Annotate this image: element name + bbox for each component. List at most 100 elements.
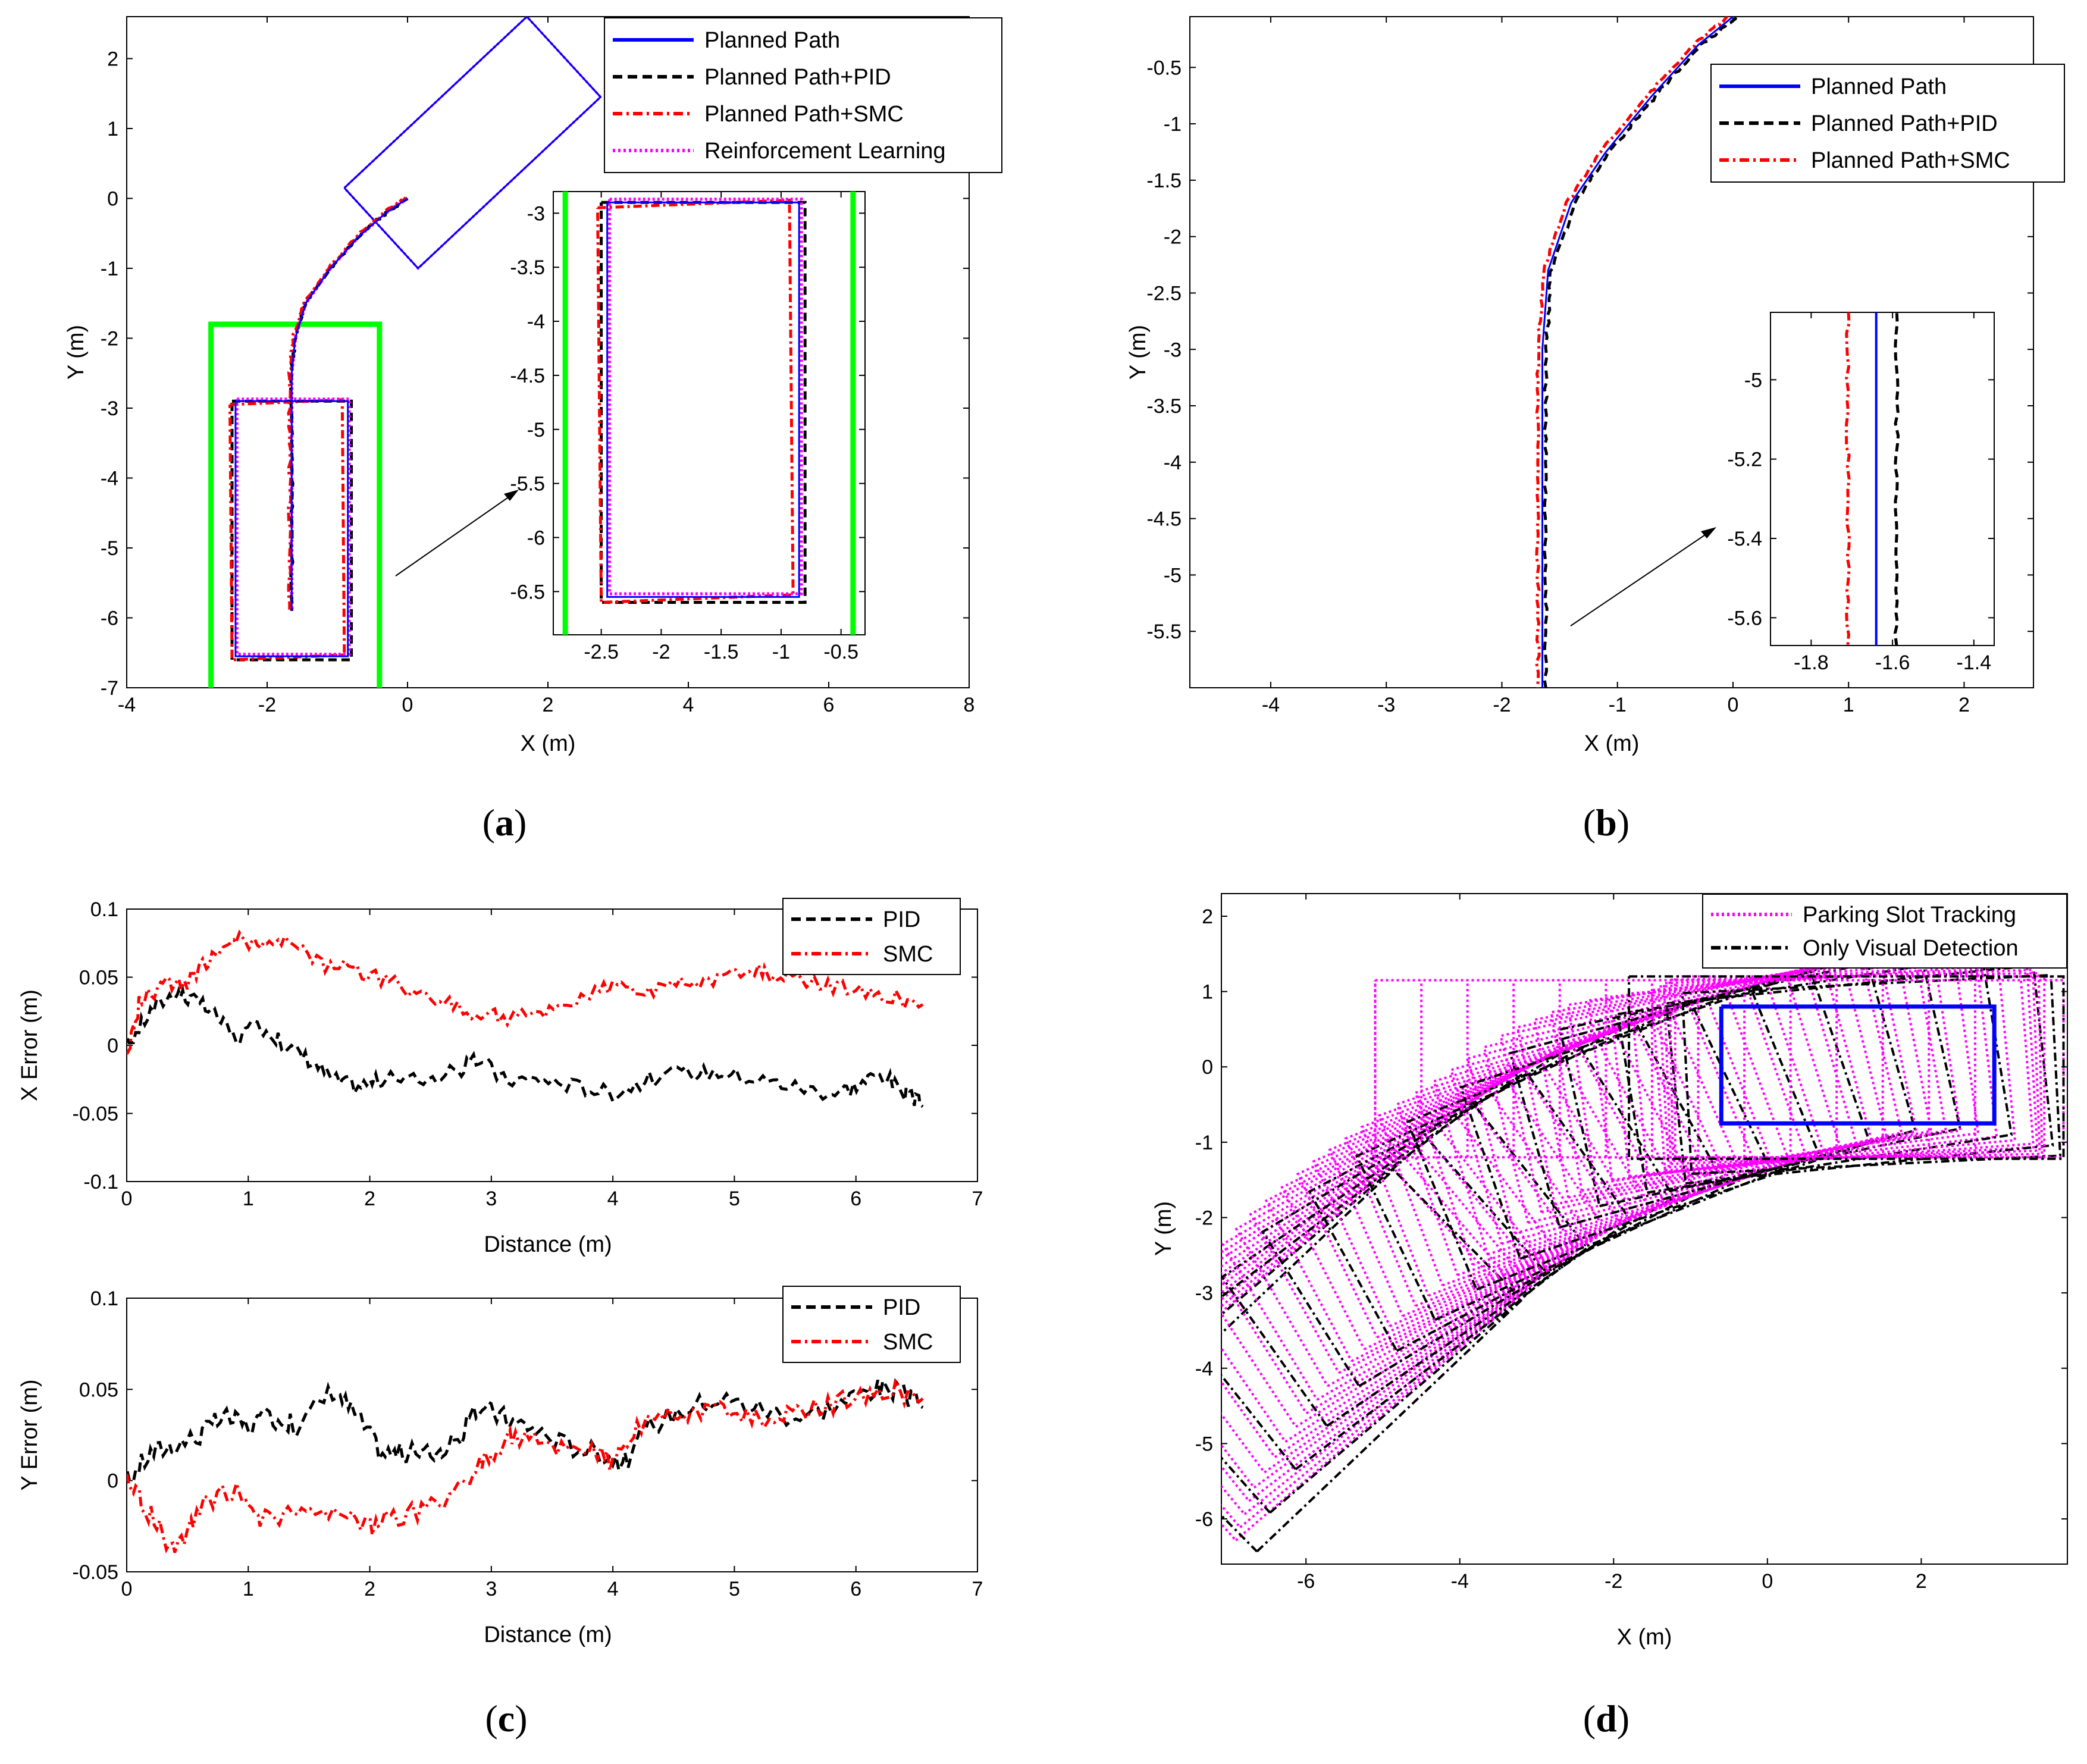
inset-a-ytick-label: -3: [527, 202, 545, 225]
inset-b-ytick-label: -5.6: [1727, 607, 1762, 629]
c1-ticks-xtick-label: 4: [607, 1188, 619, 1210]
series-pid: [127, 984, 924, 1108]
parking-slot-lines: [208, 321, 383, 688]
plot-b-ytick-label: -2.5: [1146, 282, 1182, 305]
plot-d-xtick-label: -2: [1605, 1570, 1622, 1593]
c2-ticks-xtick-label: 3: [485, 1578, 497, 1600]
visual-detection-rect: [1558, 950, 1962, 1208]
c2-ticks-xtick-label: 7: [972, 1578, 983, 1600]
c2-legend-legend-box: [782, 1286, 961, 1363]
plot-b-ticks: -4 -3 -2 -1 0 1 2 -0.5 -1 -1.5 -2 -2.5 -3 -3.5 -4 -4.5 -…: [1146, 17, 2033, 716]
plot-a-ytick-label: 0: [107, 188, 118, 211]
inset-a-ytick-label: -4.5: [510, 365, 545, 387]
inset-b-xtick-label: -1.8: [1794, 651, 1829, 674]
plot-a-ytick-label: -4: [101, 468, 118, 490]
panel-a: -4 -2 0 2 4 6 8 -7 -6 -5 -4 -3 -2 -1 0 1 2 -2.5 -2 -1.5 -1 -…: [64, 16, 1002, 756]
plot-d-ytick-label: -5: [1195, 1433, 1213, 1455]
visual-detection-rect: [1406, 985, 1821, 1291]
c1-ticks-xtick-label: 2: [364, 1188, 375, 1210]
plot-c2-legend: PID SMC: [782, 1286, 961, 1363]
c1-legend-legend-box: [782, 898, 961, 975]
inset-a-xtick-label: -0.5: [823, 641, 858, 663]
visual-detection-rect: [1221, 1103, 1590, 1471]
plot-b-ytick-label: -2: [1164, 226, 1182, 249]
inset-a-ytick-label: -6.5: [510, 581, 545, 603]
plot-a-ytick-label: -2: [101, 328, 118, 350]
plot-b-ytick-label: -1: [1164, 113, 1182, 136]
plot-a-legend: Planned Path Planned Path+PID Planned Path…: [604, 17, 1002, 173]
plot-d-ytick-label: -1: [1195, 1132, 1213, 1154]
plot-c2-xlabel: Distance (m): [484, 1622, 612, 1647]
plot-d-ytick-label: 1: [1202, 981, 1213, 1004]
inset-b-frame: [1770, 312, 1995, 646]
plot-c1-ylabel: X Error (m): [17, 989, 42, 1101]
plot-b-ytick-label: -0.5: [1146, 57, 1182, 79]
inset-b-data: [1845, 312, 1900, 646]
inset-b-ticks: -1.8 -1.6 -1.4 -5 -5.2 -5.4 -5.6: [1727, 312, 1994, 674]
plot-a-xtick-label: 8: [964, 694, 975, 716]
inset-path-smc: [1845, 312, 1851, 646]
c1-ticks-xtick-label: 7: [972, 1188, 983, 1210]
c2-legend-legend-label: PID: [883, 1295, 920, 1320]
inset-a-ytick-label: -4: [527, 311, 545, 333]
plot-b-xtick-label: -2: [1493, 694, 1511, 716]
series-pid: [127, 1376, 924, 1484]
series-smc: [127, 929, 924, 1055]
c1-ticks-xtick-label: 1: [243, 1188, 254, 1210]
plot-a-legend-label: Reinforcement Learning: [704, 139, 946, 164]
c1-ticks-xtick-label: 3: [485, 1188, 497, 1210]
plot-d-xlabel: X (m): [1617, 1625, 1672, 1650]
c1-legend-legend-label: SMC: [883, 942, 933, 967]
plot-a-xtick-label: 6: [823, 694, 835, 716]
c2-ticks-xtick-label: 2: [364, 1578, 375, 1600]
slot-tracking-rect: [1221, 1067, 1622, 1415]
plot-d-legend-box: [1702, 894, 2067, 969]
c1-ticks-xtick-label: 5: [729, 1188, 740, 1210]
plot-b-xtick-label: -4: [1262, 694, 1280, 716]
plot-b-xtick-label: 1: [1843, 694, 1854, 716]
plot-a-ytick-label: 1: [107, 118, 118, 140]
inset-a-data: [562, 192, 856, 635]
plot-d-ticks: -6 -4 -2 0 2 2 1 0 -1 -2 -3 -4 -5 -6: [1195, 894, 2067, 1593]
plot-a-legend-box: [604, 17, 1002, 173]
plot-a-data: [208, 17, 603, 688]
plot-a-ylabel: Y (m): [64, 325, 89, 380]
path-planned: [290, 198, 408, 611]
plot-b-ytick-label: -3.5: [1146, 395, 1182, 418]
plot-b-ytick-label: -3: [1164, 339, 1182, 361]
plot-c2-ylabel: Y Error (m): [17, 1379, 42, 1490]
final-box-rl: [235, 397, 351, 656]
c2-ticks-ytick-label: 0: [107, 1470, 118, 1493]
plot-a-ytick-label: -1: [101, 258, 118, 280]
plot-b-ytick-label: -4.5: [1146, 508, 1182, 531]
inset-box-planned: [606, 201, 800, 598]
inset-a-ytick-label: -3.5: [510, 256, 545, 279]
caption-d: (d): [1583, 1697, 1630, 1740]
plot-b-ytick-label: -5.5: [1146, 621, 1182, 643]
path-planned: [1541, 17, 1734, 688]
inset-b-arrow: [1570, 527, 1716, 626]
plot-b-legend: Planned Path Planned Path+PID Planned Path…: [1710, 64, 2065, 183]
c2-ticks-xtick-label: 4: [607, 1578, 619, 1600]
plot-b-ytick-label: -4: [1164, 452, 1182, 474]
plot-d-legend-label: Parking Slot Tracking: [1803, 903, 2016, 928]
inset-a-xtick-label: -1.5: [704, 641, 739, 663]
plot-d-ytick-label: -3: [1195, 1282, 1213, 1305]
plot-d-legend: Parking Slot Tracking Only Visual Detecti…: [1702, 894, 2067, 969]
plot-d-xtick-label: -6: [1297, 1570, 1315, 1593]
inset-b-xtick-label: -1.4: [1957, 651, 1992, 674]
slot-tracking-rect: [1221, 1077, 1608, 1428]
c2-ticks-ytick-label: -0.05: [73, 1561, 119, 1584]
final-box-planned: [234, 400, 349, 657]
visual-detection-rect: [1681, 973, 2062, 1175]
plot-a-ytick-label: -6: [101, 607, 118, 630]
caption-c: (c): [485, 1697, 527, 1740]
plot-d-xtick-label: 2: [1916, 1570, 1927, 1593]
plot-d-ytick-label: -6: [1195, 1508, 1213, 1531]
plot-a-legend-label: Planned Path: [704, 28, 840, 53]
c2-ticks-xtick-label: 6: [850, 1578, 861, 1600]
c2-ticks-xtick-label: 0: [121, 1578, 133, 1600]
plot-d-ylabel: Y (m): [1151, 1201, 1176, 1256]
plot-d-legend-label: Only Visual Detection: [1803, 936, 2019, 961]
inset-a-ytick-label: -5: [527, 419, 545, 441]
